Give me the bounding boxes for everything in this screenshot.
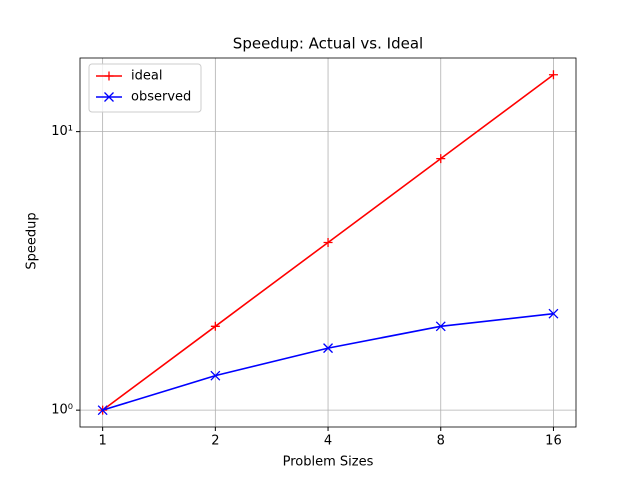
- y-axis-label: Speedup: [25, 212, 40, 269]
- x-tick-label: 4: [324, 434, 332, 449]
- x-tick-label: 16: [545, 434, 562, 449]
- marker: [436, 154, 446, 164]
- marker: [323, 237, 333, 247]
- legend-label: ideal: [131, 69, 162, 84]
- marker: [548, 70, 558, 80]
- marker: [323, 343, 334, 354]
- marker: [548, 308, 559, 319]
- y-tick-label: 10¹: [51, 124, 73, 139]
- x-tick-label: 8: [437, 434, 445, 449]
- marker: [104, 92, 114, 102]
- chart-title: Speedup: Actual vs. Ideal: [233, 35, 423, 53]
- y-tick-label: 10⁰: [51, 403, 73, 418]
- marker: [210, 321, 220, 331]
- marker: [435, 321, 446, 332]
- legend-label: observed: [131, 90, 191, 105]
- marker: [210, 370, 221, 381]
- x-axis-label: Problem Sizes: [283, 455, 374, 470]
- plot-frame: [79, 57, 577, 428]
- x-tick-label: 1: [99, 434, 107, 449]
- x-tick-label: 2: [211, 434, 219, 449]
- marker: [97, 405, 108, 416]
- marker: [104, 71, 114, 81]
